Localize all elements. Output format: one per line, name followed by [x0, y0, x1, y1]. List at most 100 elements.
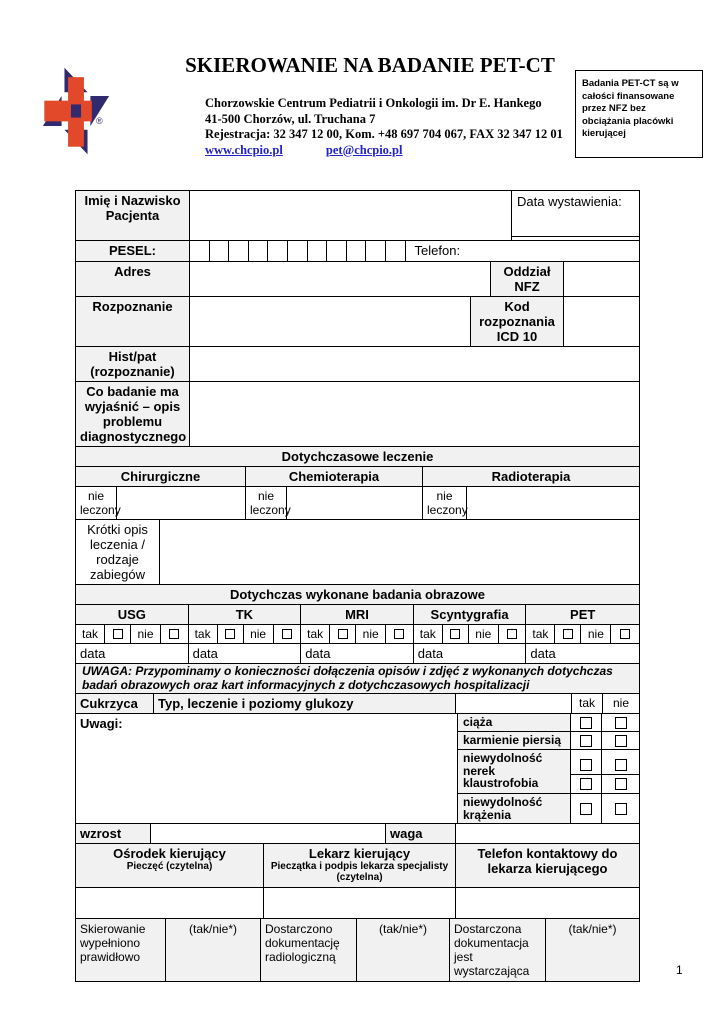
weight-field[interactable]: [456, 824, 639, 843]
referring-doctor-subtitle: Pieczątka i podpis lekarza specjalisty (…: [270, 861, 449, 883]
pesel-digit-box[interactable]: [308, 241, 328, 261]
referral-form-table: Imię i Nazwisko Pacjenta Data wystawieni…: [75, 190, 640, 964]
condition-no-checkbox[interactable]: [614, 778, 627, 790]
condition-no-checkbox[interactable]: [614, 802, 627, 815]
scyntygrafia-yes-checkbox-cell: [443, 625, 469, 643]
referring-doctor-header: Lekarz kierujący Pieczątka i podpis leka…: [264, 844, 456, 887]
imaging-modalities-row: USG TK MRI Scyntygrafia PET: [76, 605, 639, 625]
radio-not-treated-label: nie leczony: [423, 487, 468, 519]
weight-label: waga: [386, 824, 456, 843]
no-label: nie: [469, 625, 499, 643]
condition-no-cell: [602, 750, 639, 779]
scyntygrafia-no-checkbox[interactable]: [507, 629, 518, 639]
nfz-branch-field[interactable]: [564, 262, 639, 296]
icd10-code-field[interactable]: [564, 297, 639, 346]
usg-yes-checkbox[interactable]: [112, 629, 123, 639]
condition-label: klaustrofobia: [458, 775, 571, 793]
mri-yes-checkbox-cell: [330, 625, 357, 643]
organization-links: www.chcpio.pl pet@chcpio.pl: [205, 143, 575, 159]
yes-label: tak: [301, 625, 331, 643]
tk-yes-checkbox[interactable]: [225, 629, 236, 639]
yes-label: tak: [526, 625, 556, 643]
chemo-not-treated-label: nie leczony: [246, 487, 291, 519]
address-field[interactable]: [190, 262, 491, 296]
diabetes-label: Cukrzyca: [76, 694, 154, 713]
mri-no-checkbox[interactable]: [394, 629, 405, 639]
condition-no-cell: [602, 794, 639, 823]
treatment-col-radio: Radioterapia: [423, 467, 639, 486]
diagnostic-problem-field[interactable]: [190, 382, 639, 446]
pet-no-checkbox-cell: [611, 625, 639, 643]
mri-no-checkbox-cell: [386, 625, 413, 643]
no-column-header: nie: [612, 696, 629, 710]
patient-name-field[interactable]: [190, 191, 512, 240]
pet-yes-checkbox[interactable]: [562, 629, 573, 639]
scyntygrafia-date-field[interactable]: data: [414, 644, 527, 663]
remarks-field[interactable]: Uwagi:: [76, 714, 458, 823]
usg-yes-checkbox-cell: [105, 625, 131, 643]
verification-value-cell[interactable]: (tak/nie*): [546, 919, 639, 981]
usg-no-checkbox[interactable]: [169, 629, 180, 639]
pesel-digit-box[interactable]: [268, 241, 288, 261]
condition-yes-checkbox[interactable]: [580, 802, 592, 815]
pesel-digit-box[interactable]: [347, 241, 367, 261]
histpat-field[interactable]: [190, 347, 639, 381]
usg-date-field[interactable]: data: [76, 644, 189, 663]
condition-yes-checkbox[interactable]: [580, 716, 592, 729]
pesel-digit-box[interactable]: [210, 241, 230, 261]
pesel-digit-box[interactable]: [249, 241, 269, 261]
diagnostic-problem-label: Co badanie ma wyjaśnić – opis problemu d…: [76, 382, 190, 446]
remarks-conditions-row: Uwagi: ciąża karmienie piersią niewydoln…: [76, 714, 639, 824]
verification-value-cell[interactable]: (tak/nie*): [166, 919, 261, 981]
condition-no-checkbox[interactable]: [614, 716, 627, 729]
pet-flags: tak nie: [526, 625, 639, 643]
pesel-digit-box[interactable]: [327, 241, 347, 261]
hospital-logo-icon: [40, 64, 112, 163]
tk-date-field[interactable]: data: [189, 644, 302, 663]
condition-no-checkbox[interactable]: [614, 734, 627, 747]
verification-value-cell[interactable]: (tak/nie*): [357, 919, 450, 981]
no-label: nie: [581, 625, 612, 643]
height-field[interactable]: [151, 824, 386, 843]
treatment-columns-row: Chirurgiczne Chemioterapia Radioterapia: [76, 467, 639, 487]
not-treated-row: nie leczony nie leczony nie leczony: [76, 487, 639, 520]
verification-label-docs-sufficient: Dostarczona dokumentacja jest wystarczaj…: [450, 919, 546, 981]
radio-treatment-field[interactable]: [467, 487, 639, 519]
surgical-treatment-field[interactable]: [117, 487, 246, 519]
imaging-section-title: Dotychczas wykonane badania obrazowe: [76, 585, 639, 604]
modality-mri-label: MRI: [301, 605, 414, 624]
scyntygrafia-yes-checkbox[interactable]: [450, 629, 461, 639]
website-link[interactable]: www.chcpio.pl: [205, 142, 283, 157]
pesel-digit-box[interactable]: [190, 241, 210, 261]
histpat-label: Hist/pat (rozpoznanie): [76, 347, 190, 381]
address-row: Adres Oddział NFZ: [76, 262, 639, 297]
pet-date-field[interactable]: data: [530, 646, 556, 661]
phone-field[interactable]: Telefon:: [414, 243, 461, 258]
diabetes-info-field[interactable]: [456, 694, 572, 713]
tk-no-checkbox[interactable]: [281, 629, 292, 639]
mri-yes-checkbox[interactable]: [337, 629, 348, 639]
mri-date-field[interactable]: data: [301, 644, 414, 663]
date-issued-field[interactable]: Data wystawienia:: [512, 191, 639, 237]
pesel-digit-box[interactable]: [366, 241, 386, 261]
condition-yes-checkbox[interactable]: [580, 758, 592, 771]
condition-yes-checkbox[interactable]: [580, 734, 592, 747]
attachments-notice: UWAGA: Przypominamy o konieczności dołąc…: [76, 664, 639, 693]
email-link[interactable]: pet@chcpio.pl: [325, 142, 403, 157]
referring-center-header: Ośrodek kierujący Pieczęć (czytelna): [76, 844, 264, 887]
pesel-digit-box[interactable]: [288, 241, 308, 261]
pesel-digit-box[interactable]: [229, 241, 249, 261]
pet-no-checkbox[interactable]: [620, 629, 631, 639]
patient-name-row: Imię i Nazwisko Pacjenta Data wystawieni…: [76, 191, 639, 241]
page-number: 1: [676, 963, 683, 977]
condition-yes-checkbox[interactable]: [580, 778, 592, 790]
chemo-treatment-field[interactable]: [287, 487, 423, 519]
verification-row: Skierowanie wypełniono prawidłowo (tak/n…: [76, 919, 639, 982]
condition-no-checkbox[interactable]: [614, 758, 627, 771]
diagnosis-field[interactable]: [190, 297, 471, 346]
modality-pet-label: PET: [526, 605, 639, 624]
pesel-digit-box[interactable]: [386, 241, 406, 261]
treatment-description-field[interactable]: [160, 520, 639, 584]
condition-label: niewydolność nerek: [458, 750, 571, 779]
imaging-date-row: data data data data data: [76, 644, 639, 664]
